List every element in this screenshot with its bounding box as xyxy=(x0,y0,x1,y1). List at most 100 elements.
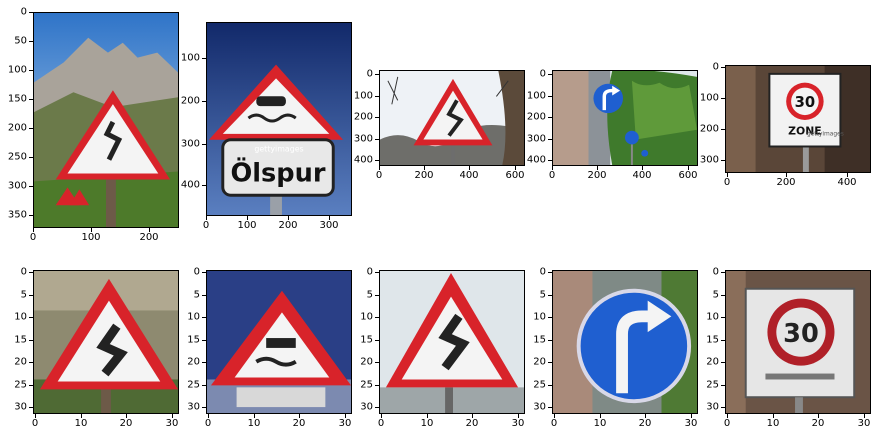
image-panel-4: 0 100 200 300 400 0 200 400 600 xyxy=(527,69,698,181)
x-tick: 10 xyxy=(247,418,261,429)
y-tick: 0 xyxy=(366,68,373,80)
x-tick: 0 xyxy=(550,418,558,429)
speed-number: 30 xyxy=(795,94,816,111)
y-tick: 15 xyxy=(187,334,200,346)
y-tick: 5 xyxy=(193,289,200,301)
image-panel-6: 0 5 10 15 20 25 30 0 10 20 30 xyxy=(14,267,179,429)
thumb-speed-30: 30 xyxy=(725,270,871,414)
x-tick: 200 xyxy=(278,220,298,231)
x-tick: 10 xyxy=(593,418,607,429)
y-tick: 0 xyxy=(539,68,546,80)
x-tick: 20 xyxy=(465,418,479,429)
y-tick: 100 xyxy=(353,90,373,102)
x-tick: 20 xyxy=(638,418,652,429)
y-tick: 15 xyxy=(360,334,373,346)
y-tick: 30 xyxy=(360,401,373,413)
x-tick: 0 xyxy=(723,177,731,188)
y-tick: 400 xyxy=(353,154,373,166)
y-tick: 100 xyxy=(699,92,719,104)
photo-speed-30-zone-sign: 30 ZONE gettyimages xyxy=(725,65,871,173)
x-tick: 400 xyxy=(459,170,479,181)
y-tick: 20 xyxy=(533,356,546,368)
y-tick: 300 xyxy=(353,133,373,145)
y-tick: 20 xyxy=(360,356,373,368)
y-tick: 15 xyxy=(533,334,546,346)
x-tick: 400 xyxy=(632,170,652,181)
y-tick: 0 xyxy=(712,266,719,278)
y-tick: 20 xyxy=(187,356,200,368)
x-tick: 20 xyxy=(292,418,306,429)
photo-curve-warning-trees xyxy=(379,70,525,166)
thumb-curve-warning-2 xyxy=(379,270,525,414)
y-tick: 30 xyxy=(14,401,27,413)
x-tick: 200 xyxy=(587,170,607,181)
x-tick: 600 xyxy=(678,170,698,181)
watermark-text: gettyimages xyxy=(254,145,303,154)
zone-text: ZONE xyxy=(788,125,822,138)
image-panel-8: 0 5 10 15 20 25 30 0 10 20 30 xyxy=(360,267,525,429)
x-tick: 0 xyxy=(29,232,37,243)
y-tick: 25 xyxy=(360,379,373,391)
x-tick: 0 xyxy=(548,170,556,181)
y-tick: 0 xyxy=(712,61,719,73)
y-tick: 200 xyxy=(180,95,200,107)
y-tick: 300 xyxy=(699,154,719,166)
x-tick: 0 xyxy=(723,418,731,429)
speed-number: 30 xyxy=(783,319,819,349)
image-panel-9: 0 5 10 15 20 25 30 0 10 20 30 xyxy=(533,267,698,429)
y-tick: 5 xyxy=(20,289,27,301)
x-tick: 10 xyxy=(420,418,434,429)
x-tick: 30 xyxy=(511,418,525,429)
y-tick: 15 xyxy=(706,334,719,346)
y-tick: 250 xyxy=(7,151,27,163)
image-panel-1: 0 50 100 150 200 250 300 350 0 100 200 xyxy=(8,7,179,243)
x-tick: 20 xyxy=(119,418,133,429)
x-tick: 0 xyxy=(375,170,383,181)
photo-curve-warning-mountains xyxy=(33,12,179,228)
y-tick: 200 xyxy=(526,111,546,123)
x-tick: 10 xyxy=(74,418,88,429)
y-tick: 150 xyxy=(7,93,27,105)
y-tick: 10 xyxy=(706,311,719,323)
y-tick: 25 xyxy=(533,379,546,391)
y-tick: 0 xyxy=(20,6,27,18)
y-tick: 30 xyxy=(706,401,719,413)
y-tick: 0 xyxy=(366,266,373,278)
thumb-curve-warning-1 xyxy=(33,270,179,414)
y-tick: 400 xyxy=(526,154,546,166)
x-tick: 100 xyxy=(81,232,101,243)
x-tick: 10 xyxy=(766,418,780,429)
image-panel-2: Ölspur gettyimages 100 200 300 400 0 100… xyxy=(181,22,352,231)
image-panel-5: 30 ZONE gettyimages 0 100 200 300 0 200 … xyxy=(700,62,871,188)
thumb-slippery-road xyxy=(206,270,352,414)
x-tick: 200 xyxy=(139,232,159,243)
y-tick: 200 xyxy=(699,123,719,135)
photo-turn-right-blue-signs xyxy=(552,70,698,166)
y-tick: 350 xyxy=(7,209,27,221)
y-tick: 10 xyxy=(187,311,200,323)
y-tick: 100 xyxy=(526,90,546,102)
y-tick: 300 xyxy=(7,180,27,192)
x-tick: 30 xyxy=(165,418,179,429)
y-tick: 10 xyxy=(533,311,546,323)
y-tick: 10 xyxy=(14,311,27,323)
y-tick: 5 xyxy=(539,289,546,301)
y-tick: 300 xyxy=(180,138,200,150)
image-panel-10: 30 0 5 10 15 20 25 30 0 10 20 30 xyxy=(706,267,871,429)
x-tick: 30 xyxy=(338,418,352,429)
x-tick: 200 xyxy=(414,170,434,181)
y-tick: 100 xyxy=(7,64,27,76)
y-tick: 20 xyxy=(14,356,27,368)
image-panel-7: 0 5 10 15 20 25 30 0 10 20 30 xyxy=(187,267,352,429)
image-panel-3: 0 100 200 300 400 0 200 400 600 xyxy=(354,69,525,181)
y-tick: 5 xyxy=(712,289,719,301)
watermark-text: gettyimages xyxy=(807,132,844,138)
x-tick: 0 xyxy=(31,418,39,429)
y-tick: 5 xyxy=(366,289,373,301)
thumb-turn-right-blue xyxy=(552,270,698,414)
x-tick: 300 xyxy=(319,220,339,231)
y-tick: 400 xyxy=(180,179,200,191)
y-tick: 30 xyxy=(533,401,546,413)
x-tick: 20 xyxy=(811,418,825,429)
y-tick: 200 xyxy=(353,111,373,123)
